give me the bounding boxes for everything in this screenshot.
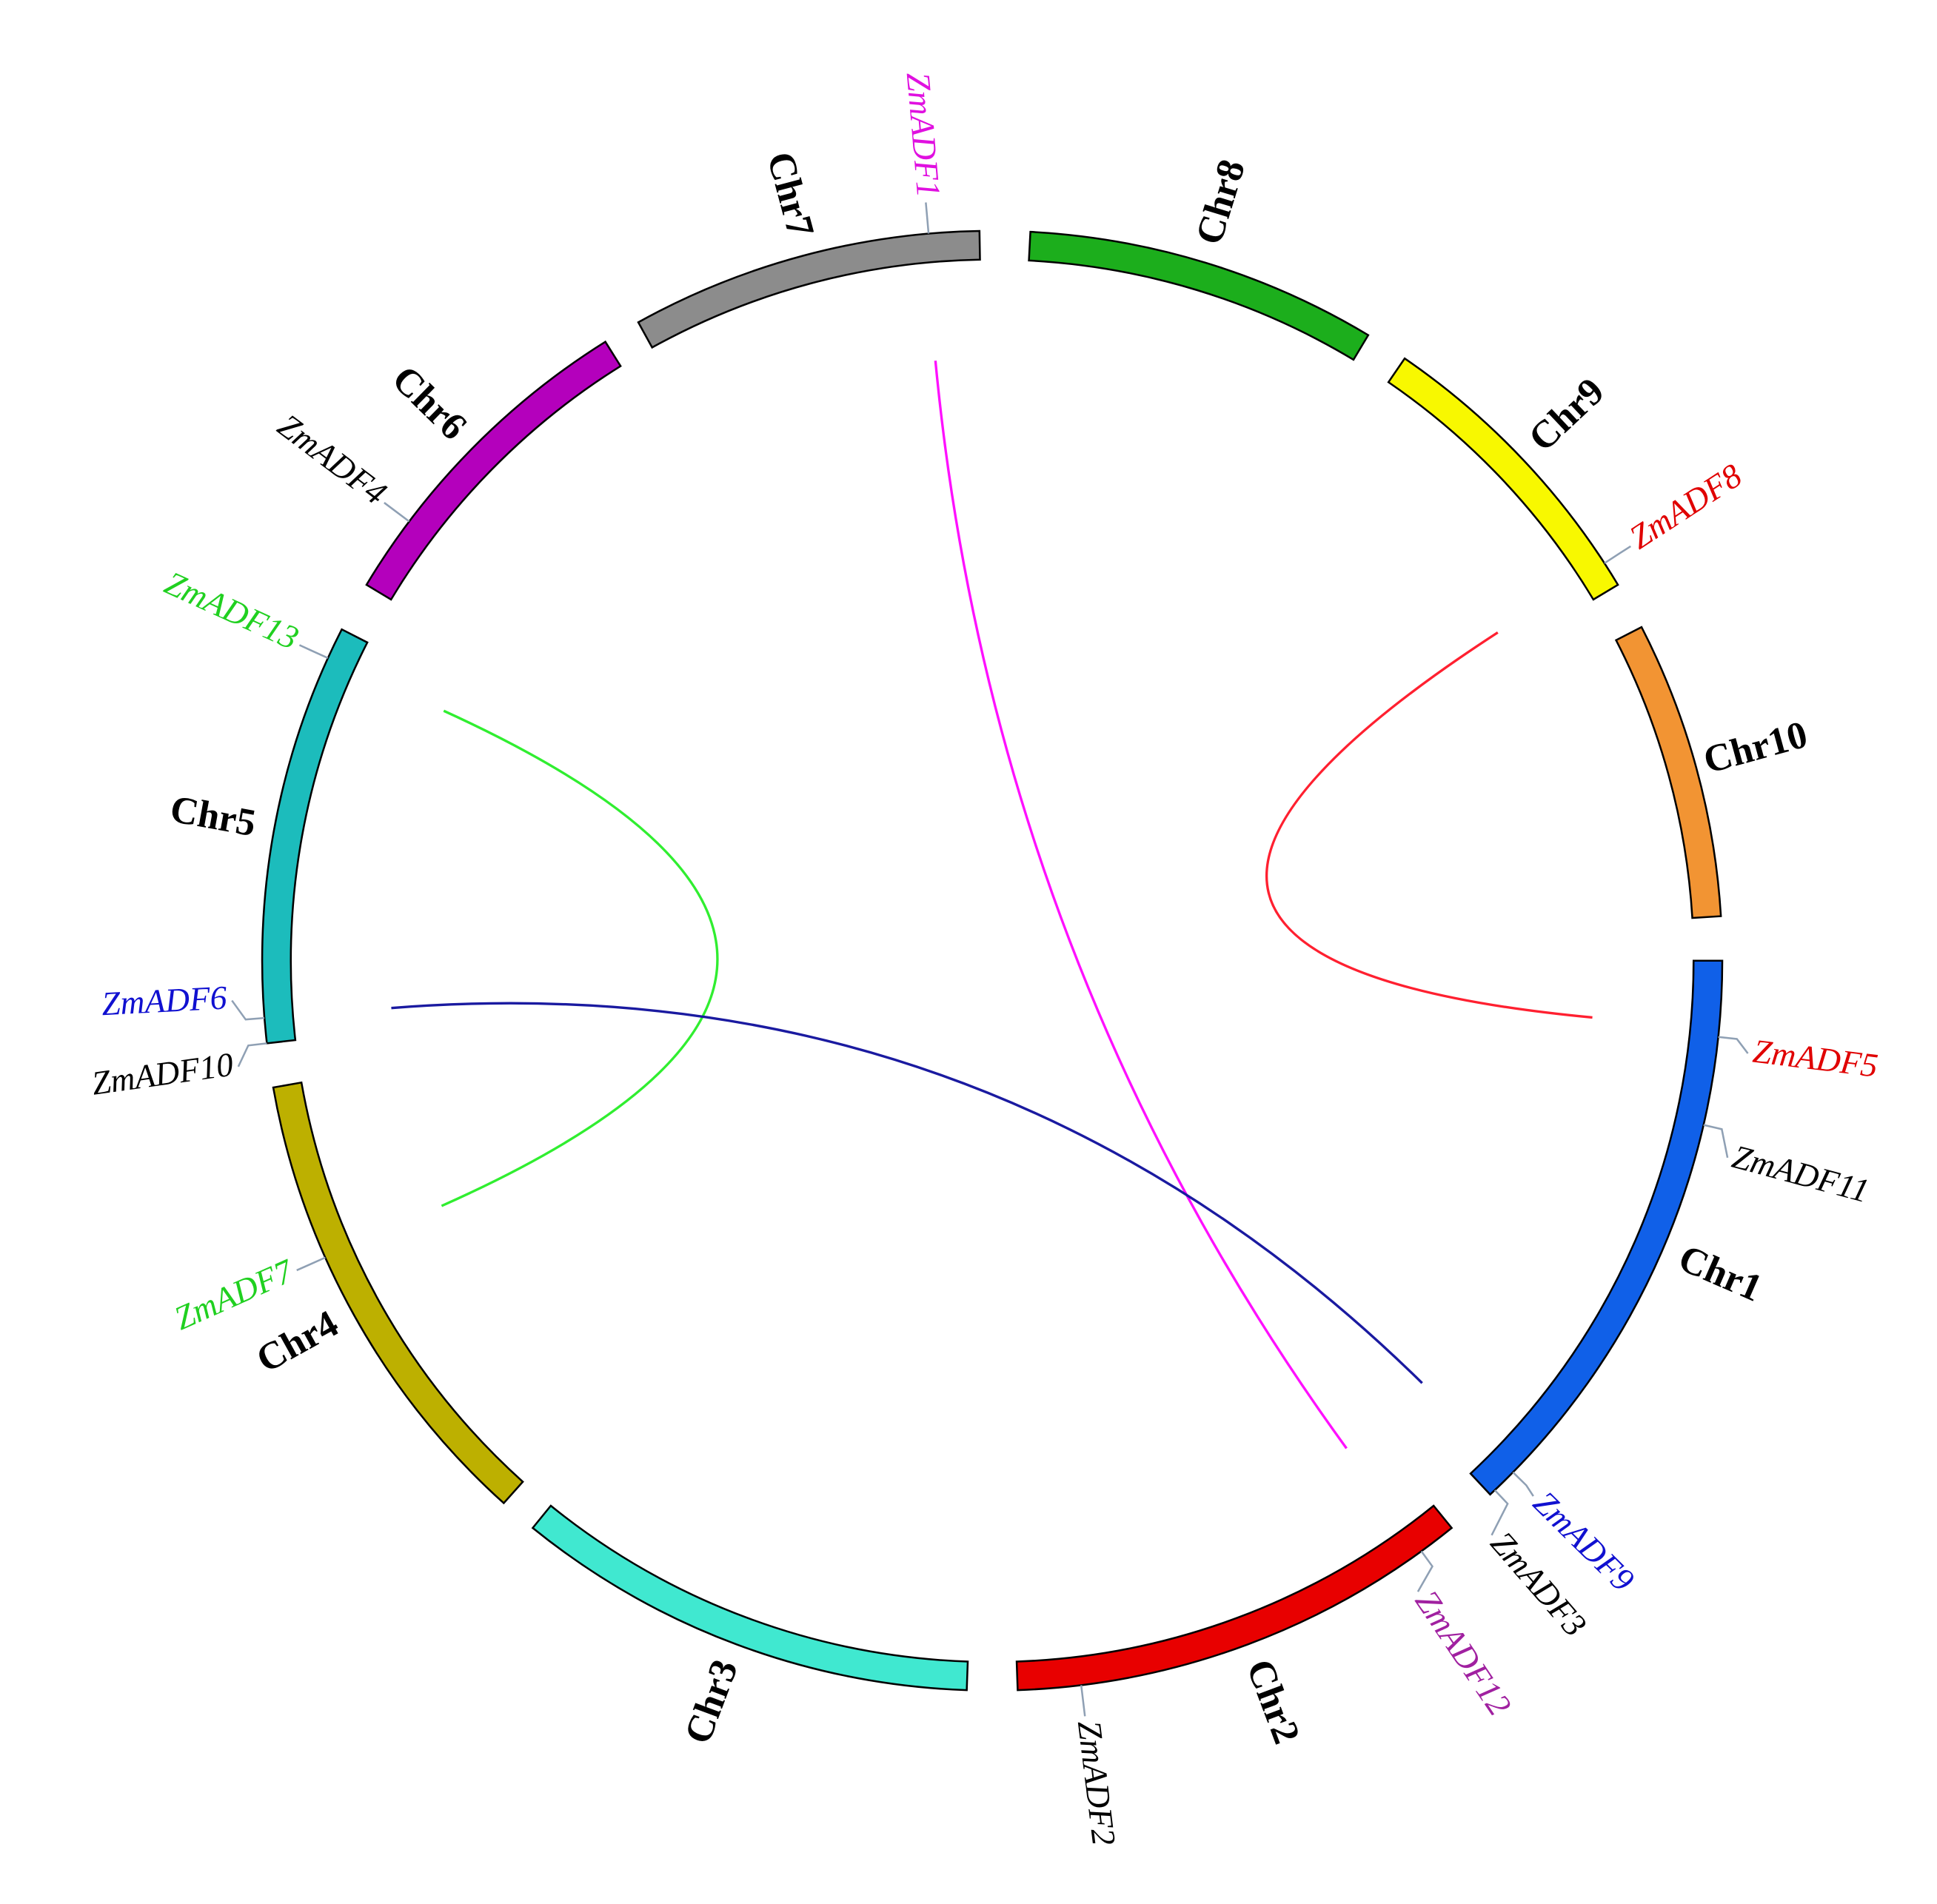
gene-leader [1703,1124,1729,1159]
gene-label: ZmADF2 [1071,1718,1123,1847]
chromosome-label: Chr2 [1238,1654,1308,1749]
chromosome [272,1081,524,1505]
chromosome-label: Chr6 [384,358,475,449]
gene-leader [237,1042,267,1067]
gene-label: ZmADF8 [1622,456,1748,556]
gene-leader [1512,1471,1534,1497]
chromosome-label: Chr4 [250,1302,346,1381]
gene-leader [1604,545,1631,564]
chromosome-label: Chr1 [1673,1236,1769,1310]
gene-leader [1416,1550,1433,1592]
gene-label: ZmADF11 [1728,1137,1873,1210]
gene-leader [1491,1489,1509,1536]
gene-leader [925,202,930,234]
gene-label: ZmADF7 [169,1251,301,1337]
gene-leader [231,999,265,1021]
synteny-link [441,709,719,1207]
gene-label: ZmADF13 [159,563,304,657]
gene-label: ZmADF1 [900,70,949,198]
gene-label: ZmADF5 [1751,1032,1880,1085]
gene-label: ZmADF10 [90,1045,236,1102]
chromosome-label: Chr3 [676,1654,746,1749]
chromosome [1387,357,1619,601]
chromosome [1614,626,1722,919]
synteny-link [1265,631,1593,1019]
chromosome [531,1504,969,1692]
gene-leader [384,502,410,523]
gene-label: ZmADF4 [271,406,394,512]
chromosome-label: Chr10 [1699,713,1812,782]
chromosome-label: Chr7 [759,147,823,241]
chromosome-label: Chr5 [167,788,259,845]
synteny-link [391,1002,1423,1384]
chromosome [1028,230,1370,361]
gene-label: ZmADF12 [1408,1583,1519,1723]
chromosome [1469,959,1724,1496]
chromosome-label: Chr8 [1188,155,1254,249]
chromosome [365,340,622,601]
chromosome [637,229,981,349]
chromosome [261,628,369,1045]
chromosome [1015,1504,1453,1692]
gene-leader [1718,1036,1749,1054]
gene-leader [296,1256,326,1272]
gene-leader [298,644,329,660]
gene-leader [1080,1685,1086,1717]
synteny-link [934,361,1348,1449]
chromosome-label: Chr9 [1520,369,1612,460]
gene-label: ZmADF6 [101,978,228,1022]
